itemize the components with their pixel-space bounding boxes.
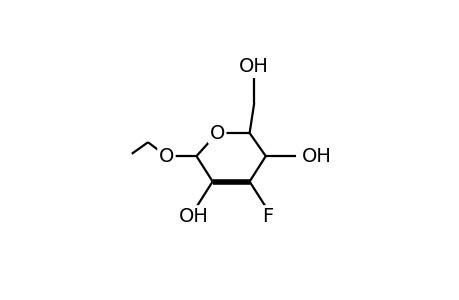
Text: OH: OH bbox=[301, 147, 331, 166]
Text: O: O bbox=[158, 147, 174, 166]
Text: O: O bbox=[209, 124, 224, 142]
Text: OH: OH bbox=[239, 56, 269, 76]
Text: OH: OH bbox=[179, 207, 209, 226]
Text: F: F bbox=[262, 207, 273, 226]
